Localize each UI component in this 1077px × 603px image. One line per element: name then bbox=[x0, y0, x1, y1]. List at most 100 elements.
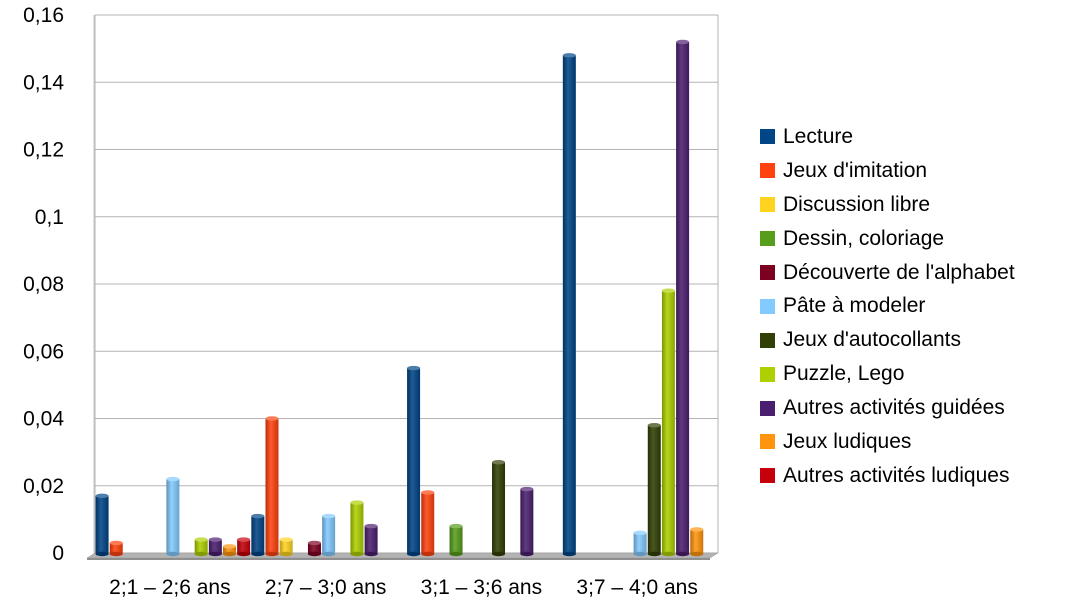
bar-body bbox=[109, 542, 123, 554]
legend-label: Autres activités guidées bbox=[783, 396, 1005, 420]
bar-body bbox=[407, 368, 421, 554]
y-axis-tick-labels: 0 0,02 0,04 0,06 0,08 0,1 0,12 0,14 0,16 bbox=[23, 4, 64, 565]
legend-label: Pâte à modeler bbox=[783, 294, 926, 318]
y-tick-label: 0,08 bbox=[23, 273, 64, 296]
bar-base bbox=[407, 551, 421, 557]
bar-body bbox=[251, 516, 265, 554]
bar bbox=[520, 486, 534, 557]
bar-top bbox=[166, 476, 180, 482]
bar-top bbox=[194, 537, 208, 542]
bar-base bbox=[350, 551, 364, 557]
legend-label: Dessin, coloriage bbox=[783, 226, 945, 250]
legend-swatch bbox=[760, 366, 775, 382]
legend-item: Jeux d'imitation bbox=[760, 154, 1015, 188]
bar bbox=[676, 39, 690, 557]
bar-body bbox=[350, 502, 364, 554]
bar-top bbox=[109, 540, 123, 546]
bar-base bbox=[322, 551, 336, 557]
bar-top bbox=[322, 513, 336, 519]
bar-base bbox=[265, 551, 279, 557]
legend-label: Lecture bbox=[783, 124, 854, 148]
bar-top bbox=[690, 527, 704, 532]
legend-label: Découverte de l'alphabet bbox=[783, 260, 1015, 284]
bar-base bbox=[109, 551, 123, 557]
bar-top bbox=[421, 490, 435, 495]
bar bbox=[449, 523, 463, 557]
bar-top bbox=[208, 537, 222, 542]
legend-swatch bbox=[760, 468, 775, 484]
bar-body bbox=[364, 526, 378, 554]
bar-body bbox=[223, 546, 237, 554]
legend-swatch bbox=[760, 129, 775, 145]
bar-body bbox=[95, 495, 109, 554]
bar-body bbox=[690, 529, 704, 554]
bar-top bbox=[95, 493, 109, 499]
bar-top bbox=[237, 537, 251, 542]
floor-front bbox=[87, 558, 710, 560]
legend-swatch bbox=[760, 197, 775, 213]
bar-base bbox=[492, 551, 506, 557]
bar-base bbox=[520, 551, 534, 557]
bar-body bbox=[492, 462, 506, 554]
bar-body bbox=[307, 542, 321, 554]
legend-label: Autres activités ludiques bbox=[783, 463, 1010, 487]
bar bbox=[109, 540, 123, 557]
bar bbox=[633, 530, 647, 557]
bar-base bbox=[449, 551, 463, 557]
bar-body bbox=[322, 516, 336, 554]
bar-body bbox=[449, 526, 463, 554]
legend-item: Puzzle, Lego bbox=[760, 357, 1015, 391]
bar bbox=[407, 365, 421, 557]
bar-base bbox=[661, 551, 675, 557]
bar-body bbox=[421, 492, 435, 554]
legend-item: Dessin, coloriage bbox=[760, 222, 1015, 256]
bar-top bbox=[364, 523, 378, 529]
bar bbox=[265, 416, 279, 557]
legend-swatch bbox=[760, 332, 775, 348]
legend-item: Autres activités guidées bbox=[760, 391, 1015, 425]
legend-label: Jeux d'imitation bbox=[783, 158, 928, 182]
bar-base bbox=[690, 551, 704, 557]
y-tick-label: 0,12 bbox=[23, 139, 64, 162]
legend-label: Puzzle, Lego bbox=[783, 362, 905, 386]
bar bbox=[364, 523, 378, 557]
floor-top bbox=[86, 552, 719, 559]
bar-top bbox=[647, 423, 661, 428]
legend: Lecture Jeux d'imitation Discussion libre D… bbox=[760, 120, 1015, 493]
x-category-label: 3;1 – 3;6 ans bbox=[421, 576, 542, 599]
y-tick-label: 0,14 bbox=[23, 71, 64, 94]
bar-base bbox=[364, 551, 378, 557]
legend-swatch bbox=[760, 163, 775, 179]
bar bbox=[237, 537, 251, 557]
bar-top bbox=[661, 288, 675, 293]
bar-top bbox=[449, 523, 463, 529]
bar-body bbox=[194, 539, 208, 554]
bar-top bbox=[223, 544, 237, 549]
bar bbox=[208, 537, 222, 557]
chart-floor bbox=[86, 552, 719, 560]
gridlines bbox=[93, 14, 719, 558]
x-category-label: 2;1 – 2;6 ans bbox=[109, 576, 230, 599]
bar bbox=[194, 537, 208, 557]
bar-base bbox=[194, 551, 208, 557]
bar bbox=[690, 527, 704, 557]
bar bbox=[307, 540, 321, 557]
bar bbox=[421, 490, 435, 557]
bar-base bbox=[421, 551, 435, 557]
bar-base bbox=[95, 551, 109, 557]
bar bbox=[492, 460, 506, 557]
bar bbox=[350, 500, 364, 557]
legend-item: Discussion libre bbox=[760, 188, 1015, 222]
legend-item: Lecture bbox=[760, 120, 1015, 154]
bar-base bbox=[208, 551, 222, 557]
bar-top bbox=[562, 53, 576, 58]
bar bbox=[95, 493, 109, 557]
bar-top bbox=[492, 460, 506, 465]
bar-base bbox=[279, 551, 293, 557]
legend-item: Autres activités ludiques bbox=[760, 459, 1015, 493]
legend-swatch bbox=[760, 231, 775, 247]
legend-label: Discussion libre bbox=[783, 192, 931, 216]
legend-label: Jeux d'autocollants bbox=[783, 328, 961, 352]
bar bbox=[562, 53, 576, 557]
bar-body bbox=[279, 539, 293, 554]
